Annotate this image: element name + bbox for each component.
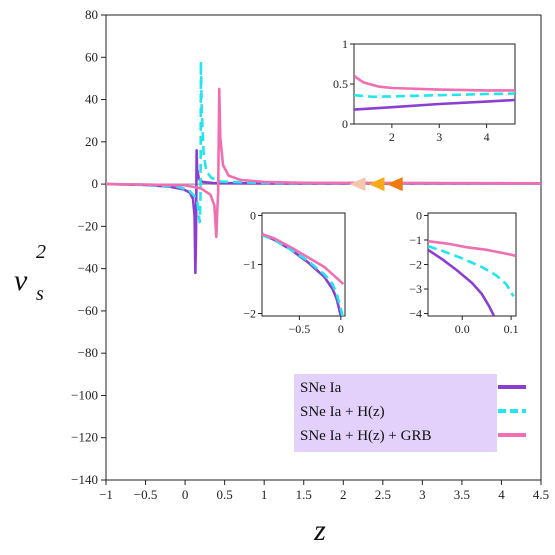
inset-y-tick-label: 0.5 bbox=[333, 77, 348, 91]
x-tick-label: 1 bbox=[261, 487, 268, 502]
y-axis-title: v bbox=[14, 264, 28, 297]
arrow-marker-3 bbox=[386, 177, 403, 192]
plot-frame bbox=[105, 14, 542, 481]
inset-3: 0.0 0.1 0 −1 −2 −3 −4 bbox=[409, 208, 518, 336]
y-tick-label: 0 bbox=[92, 176, 99, 191]
inset-x-tick-label: 0.1 bbox=[504, 322, 519, 336]
inset-x-tick-label: 0 bbox=[338, 322, 344, 336]
inset-2: −0.5 0 0 −1 −2 bbox=[243, 208, 346, 336]
inset-series-line-2 bbox=[262, 233, 344, 316]
series-line-1 bbox=[106, 148, 541, 275]
legend-entry-label: SNe Ia bbox=[300, 380, 342, 396]
inset-x-tick-label: 4 bbox=[484, 130, 490, 144]
inset-series-line-3 bbox=[354, 74, 515, 92]
inset-frame bbox=[353, 43, 516, 125]
inset-1: 2 3 4 0 0.5 1 bbox=[333, 37, 516, 144]
y-tick-label: 20 bbox=[85, 134, 98, 149]
inset-y-tick-label: −1 bbox=[243, 258, 256, 272]
inset-series-line-2 bbox=[354, 92, 515, 99]
inset-y-tick-label: −1 bbox=[409, 233, 422, 247]
x-tick-label: −0.5 bbox=[134, 487, 158, 502]
legend-entry-label: SNe Ia + H(z) bbox=[300, 404, 385, 420]
inset-y-tick-label: −2 bbox=[409, 258, 422, 272]
series-line-3 bbox=[106, 87, 541, 239]
x-tick-label: 4 bbox=[498, 487, 505, 502]
inset-x-tick-label: 0.0 bbox=[455, 322, 470, 336]
inset-y-tick-label: −2 bbox=[243, 307, 256, 321]
inset-y-tick-label: 0 bbox=[416, 208, 422, 222]
x-axis-title: z bbox=[313, 514, 326, 547]
y-tick-label: −80 bbox=[78, 345, 98, 360]
x-tick-label: 3 bbox=[419, 487, 426, 502]
inset-series-line-2 bbox=[428, 244, 515, 298]
x-tick-label: 0.5 bbox=[217, 487, 233, 502]
y-tick-label: 60 bbox=[85, 49, 98, 64]
inset-series-line-3 bbox=[428, 239, 516, 258]
x-tick-label: 2.5 bbox=[375, 487, 391, 502]
x-tick-label: 2 bbox=[340, 487, 347, 502]
inset-series-line-1 bbox=[428, 248, 496, 316]
y-axis-title-superscript: 2 bbox=[36, 241, 46, 263]
y-tick-label: −100 bbox=[71, 387, 98, 402]
x-tick-label: 0 bbox=[182, 487, 189, 502]
insets: 2 3 4 0 0.5 1 −0.5 0 0 −1 −2 0.0 0.1 0 −1 −2 −3 −4 bbox=[243, 37, 518, 336]
inset-frame bbox=[261, 212, 346, 317]
inset-y-tick-label: 1 bbox=[342, 37, 348, 51]
y-tick-label: 40 bbox=[85, 92, 98, 107]
inset-series-line-1 bbox=[354, 98, 515, 111]
legend: SNe Ia SNe Ia + H(z) SNe Ia + H(z) + GRB bbox=[294, 374, 526, 452]
arrow-marker-1 bbox=[349, 177, 366, 192]
x-tick-label: 4.5 bbox=[533, 487, 549, 502]
x-tick-label: 3.5 bbox=[454, 487, 470, 502]
y-tick-label: −120 bbox=[71, 430, 98, 445]
x-tick-label: 1.5 bbox=[296, 487, 312, 502]
main-plot: −1 −0.5 0 0.5 1 1.5 2 2.5 3 3.5 4 4.5806040200−20−4… bbox=[71, 7, 549, 502]
y-tick-label: −140 bbox=[71, 472, 98, 487]
x-tick-label: −1 bbox=[99, 487, 113, 502]
inset-y-tick-label: −4 bbox=[409, 307, 422, 321]
y-tick-label: −40 bbox=[78, 261, 98, 276]
inset-y-tick-label: −3 bbox=[409, 282, 422, 296]
y-tick-label: −60 bbox=[78, 303, 98, 318]
arrow-marker-2 bbox=[368, 177, 385, 192]
y-axis-title-subscript: s bbox=[36, 283, 44, 305]
series-line-2 bbox=[106, 60, 541, 224]
inset-x-tick-label: 3 bbox=[436, 130, 442, 144]
inset-series-line-3 bbox=[262, 232, 345, 286]
y-tick-label: −20 bbox=[78, 218, 98, 233]
legend-box bbox=[294, 374, 497, 452]
inset-frame bbox=[427, 212, 517, 317]
inset-x-tick-label: 2 bbox=[389, 130, 395, 144]
inset-x-tick-label: −0.5 bbox=[288, 322, 310, 336]
y-tick-label: 80 bbox=[85, 7, 98, 22]
inset-y-tick-label: 0 bbox=[342, 117, 348, 131]
legend-entry-label: SNe Ia + H(z) + GRB bbox=[300, 428, 431, 444]
inset-y-tick-label: 0 bbox=[250, 208, 256, 222]
